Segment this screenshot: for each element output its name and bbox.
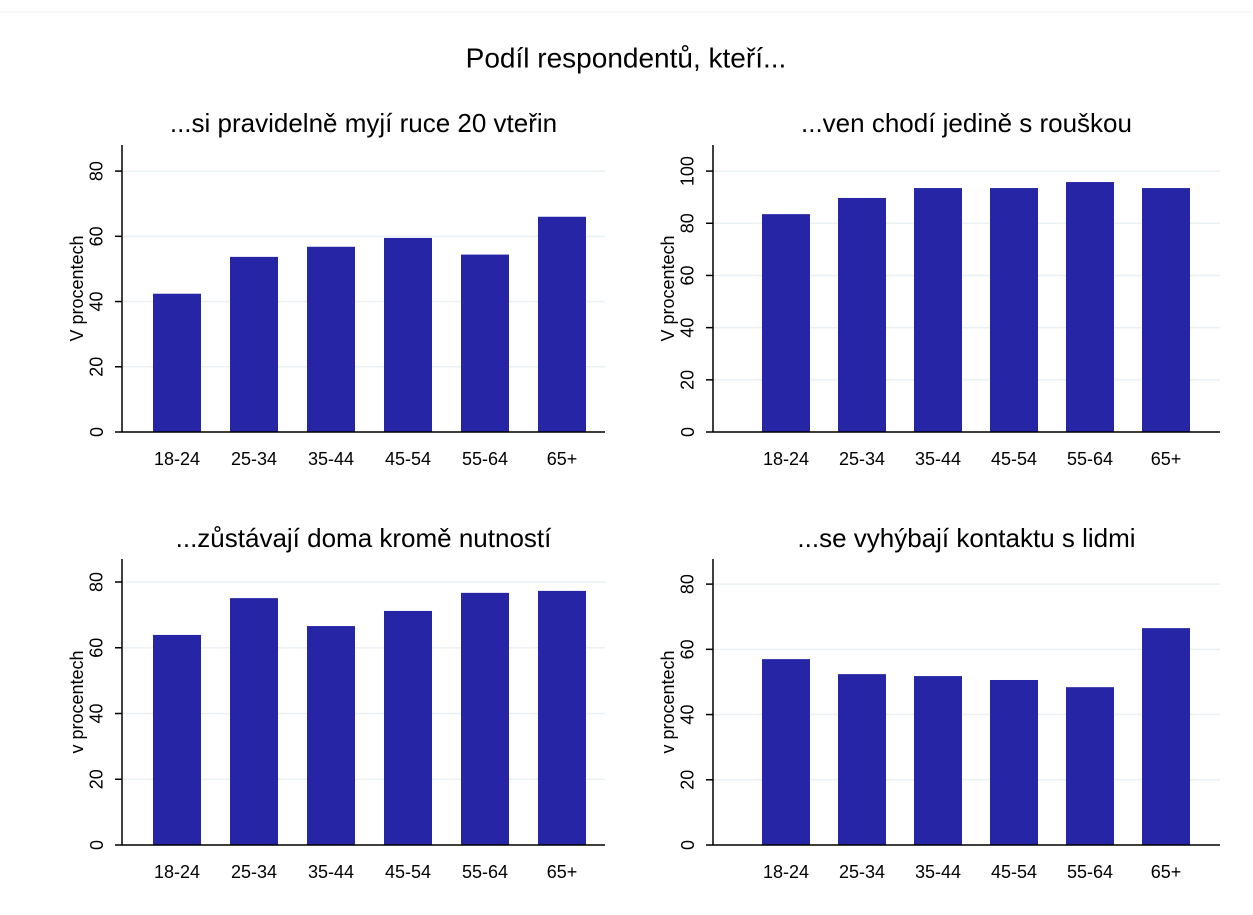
x-tick-label: 65+: [1151, 862, 1182, 882]
panel-title: ...si pravidelně myjí ruce 20 vteřin: [170, 108, 557, 138]
y-tick-label: 60: [678, 639, 698, 659]
bar: [384, 610, 432, 845]
x-tick-label: 45-54: [991, 862, 1037, 882]
y-tick-label: 80: [87, 572, 107, 592]
x-tick-label: 18-24: [154, 449, 200, 469]
bar: [990, 679, 1038, 845]
bar: [461, 592, 509, 845]
y-tick-label: 60: [678, 265, 698, 285]
x-tick-label: 55-64: [462, 449, 508, 469]
panel-title: ...se vyhýbají kontaktu s lidmi: [797, 523, 1135, 553]
x-tick-label: 25-34: [231, 862, 277, 882]
bar: [1142, 188, 1190, 432]
y-tick-label: 40: [87, 292, 107, 312]
x-tick-label: 35-44: [915, 449, 961, 469]
bar: [538, 590, 586, 845]
x-tick-label: 25-34: [839, 449, 885, 469]
bar: [1066, 182, 1114, 432]
bar: [384, 237, 432, 432]
x-tick-label: 65+: [547, 862, 578, 882]
panel-title: ...ven chodí jedině s rouškou: [801, 108, 1132, 138]
y-tick-label: 20: [87, 769, 107, 789]
panel-title: ...zůstávají doma kromě nutností: [176, 523, 553, 553]
y-axis-label: v procentech: [658, 650, 678, 753]
x-tick-label: 35-44: [915, 862, 961, 882]
x-tick-label: 55-64: [462, 862, 508, 882]
y-tick-label: 40: [87, 703, 107, 723]
bar: [838, 674, 886, 845]
y-axis-label: V procentech: [67, 235, 87, 341]
x-tick-label: 65+: [1151, 449, 1182, 469]
x-tick-label: 18-24: [154, 862, 200, 882]
y-tick-label: 60: [87, 638, 107, 658]
y-tick-label: 0: [87, 840, 107, 850]
bar: [990, 188, 1038, 432]
y-tick-label: 20: [678, 370, 698, 390]
bar: [538, 216, 586, 432]
x-tick-label: 35-44: [308, 449, 354, 469]
y-tick-label: 20: [678, 770, 698, 790]
x-tick-label: 55-64: [1067, 862, 1113, 882]
bar: [914, 188, 962, 432]
y-axis-label: v procentech: [67, 650, 87, 753]
x-tick-label: 25-34: [839, 862, 885, 882]
y-tick-label: 40: [678, 318, 698, 338]
bar: [914, 676, 962, 845]
bar: [762, 659, 810, 845]
bar: [230, 256, 278, 432]
y-axis-label: V procentech: [658, 235, 678, 341]
y-tick-label: 20: [87, 357, 107, 377]
x-tick-label: 18-24: [763, 449, 809, 469]
bar: [230, 598, 278, 845]
x-tick-label: 55-64: [1067, 449, 1113, 469]
bar: [461, 254, 509, 432]
x-tick-label: 45-54: [385, 862, 431, 882]
y-tick-label: 60: [87, 226, 107, 246]
bar: [307, 246, 355, 432]
x-tick-label: 18-24: [763, 862, 809, 882]
y-tick-label: 40: [678, 705, 698, 725]
y-tick-label: 80: [87, 161, 107, 181]
bar: [1142, 628, 1190, 845]
x-tick-label: 35-44: [308, 862, 354, 882]
y-tick-label: 100: [678, 156, 698, 186]
figure-title: Podíl respondentů, kteří...: [466, 42, 787, 73]
y-tick-label: 0: [678, 840, 698, 850]
bar: [153, 293, 201, 432]
y-tick-label: 80: [678, 213, 698, 233]
x-tick-label: 45-54: [991, 449, 1037, 469]
x-tick-label: 65+: [547, 449, 578, 469]
bar: [1066, 687, 1114, 845]
bar: [307, 626, 355, 845]
bar: [838, 197, 886, 432]
y-tick-label: 0: [87, 427, 107, 437]
bar: [762, 214, 810, 432]
y-tick-label: 0: [678, 427, 698, 437]
x-tick-label: 45-54: [385, 449, 431, 469]
bar: [153, 634, 201, 845]
x-tick-label: 25-34: [231, 449, 277, 469]
y-tick-label: 80: [678, 574, 698, 594]
